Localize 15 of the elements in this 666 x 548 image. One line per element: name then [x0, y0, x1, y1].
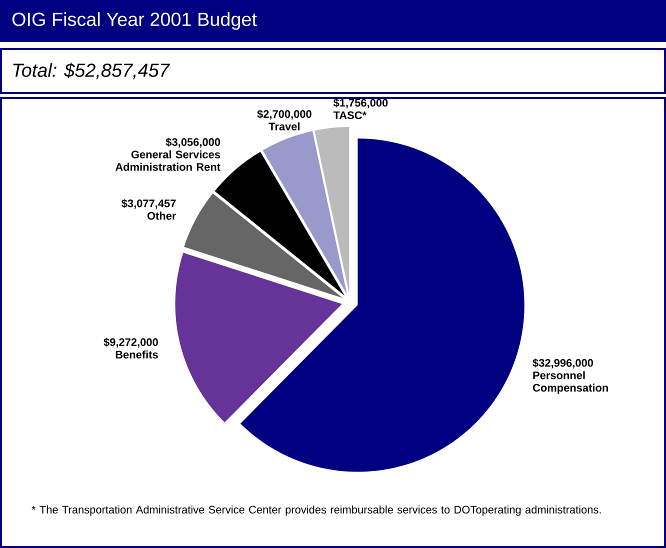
chart-title: OIG Fiscal Year 2001 Budget [12, 12, 257, 30]
data-label: $1,756,000 [333, 98, 388, 108]
slice-label: TASC* [333, 111, 367, 120]
data-label: $2,700,000 [257, 110, 312, 120]
slice-label: Personnel Compensation [532, 371, 608, 394]
data-label: $9,272,000 [104, 338, 158, 348]
slice-label: Benefits [116, 350, 158, 358]
text: * The Transportation Administrative Service Center provides reimbursable services to DOToperating administrations. [32, 506, 601, 516]
slice-label: General Services Administration Rent [115, 150, 220, 171]
data-label: $3,056,000 [166, 138, 220, 148]
slice-label: Other [147, 212, 176, 220]
slice-label: Travel [268, 122, 300, 130]
data-label: $32,996,000 [532, 358, 594, 368]
chart-subtitle: Total: $52,857,457 [13, 62, 170, 80]
data-label: $3,077,457 [122, 199, 176, 209]
